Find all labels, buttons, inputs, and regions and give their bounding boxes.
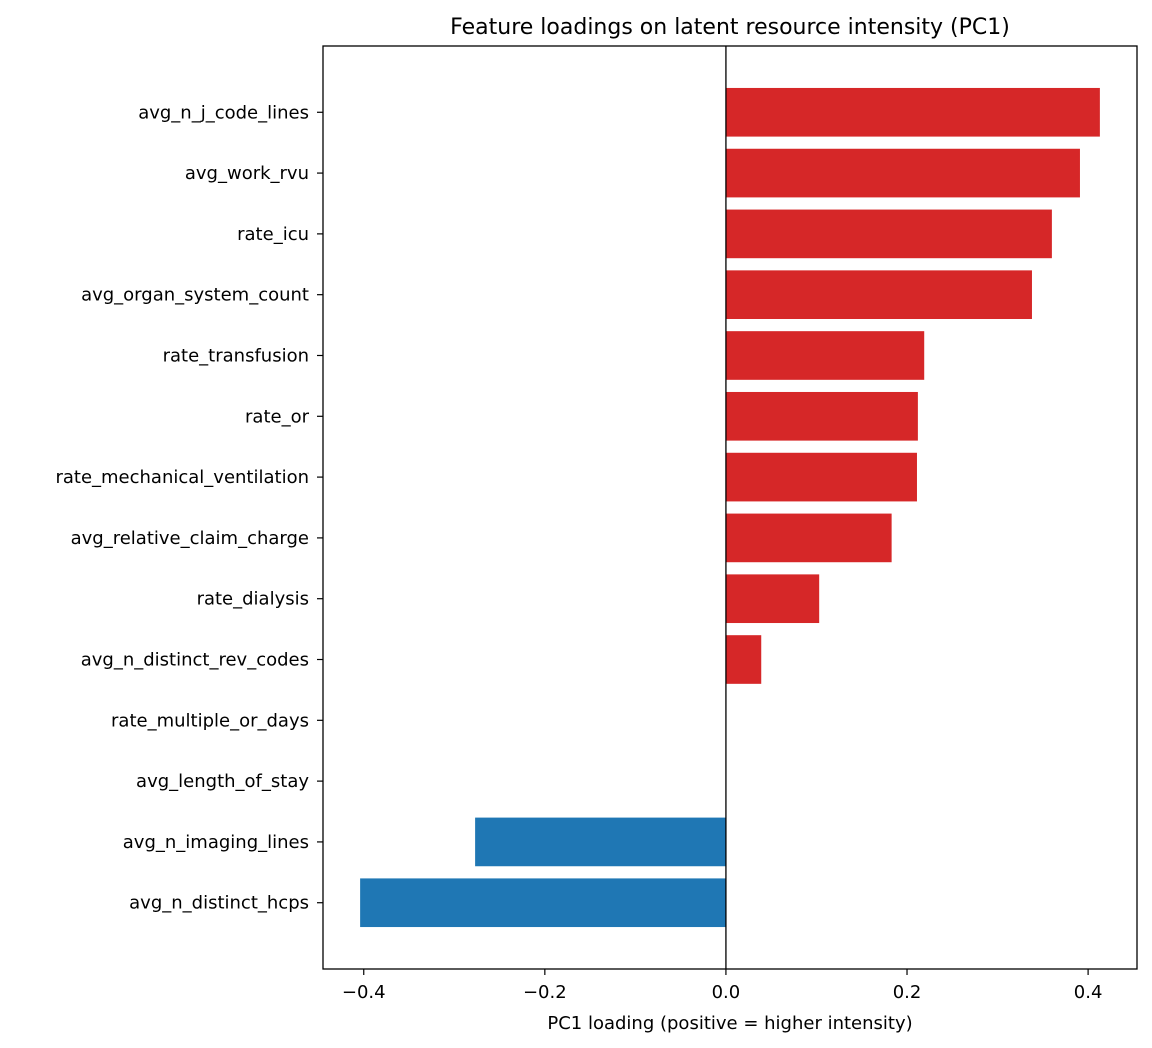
y-tick-label: rate_dialysis (197, 589, 309, 610)
y-tick-label: avg_n_distinct_hcps (129, 893, 309, 914)
y-tick-label: rate_or (245, 406, 310, 427)
y-tick-label: avg_length_of_stay (136, 771, 309, 792)
y-tick-label: rate_multiple_or_days (111, 710, 309, 731)
y-tick-label: avg_work_rvu (185, 163, 309, 184)
x-axis-label: PC1 loading (positive = higher intensity… (547, 1013, 912, 1034)
x-tick-label: 0.2 (893, 982, 922, 1003)
y-tick-label: avg_organ_system_count (81, 285, 309, 306)
y-tick-label: rate_transfusion (163, 345, 309, 366)
bar-rate_transfusion (725, 331, 925, 380)
bar-avg_organ_system_count (725, 270, 1032, 320)
y-tick-label: rate_icu (237, 224, 309, 245)
y-tick-label: rate_mechanical_ventilation (55, 467, 309, 488)
x-tick-label: −0.4 (342, 982, 386, 1003)
x-tick-label: 0.0 (712, 982, 741, 1003)
bar-rate_mechanical_ventilation (725, 452, 917, 502)
bar-avg_n_imaging_lines (475, 817, 726, 867)
bar-avg_work_rvu (725, 148, 1080, 198)
bar-avg_relative_claim_charge (725, 513, 892, 563)
y-tick-label: avg_n_distinct_rev_codes (81, 650, 309, 671)
y-tick-label: avg_relative_claim_charge (71, 528, 309, 549)
bar-rate_icu (725, 209, 1052, 259)
y-tick-label: avg_n_j_code_lines (138, 102, 309, 123)
chart-title: Feature loadings on latent resource inte… (450, 15, 1010, 40)
bar-rate_or (725, 391, 918, 441)
bar-avg_n_j_code_lines (725, 87, 1100, 137)
axes-frame (322, 45, 1138, 970)
bar-rate_dialysis (725, 574, 820, 624)
x-tick-label: −0.2 (523, 982, 567, 1003)
y-tick-label: avg_n_imaging_lines (123, 832, 309, 853)
bar-avg_n_distinct_hcps (360, 878, 726, 928)
x-tick-label: 0.4 (1074, 982, 1103, 1003)
bar-avg_n_distinct_rev_codes (725, 635, 762, 684)
